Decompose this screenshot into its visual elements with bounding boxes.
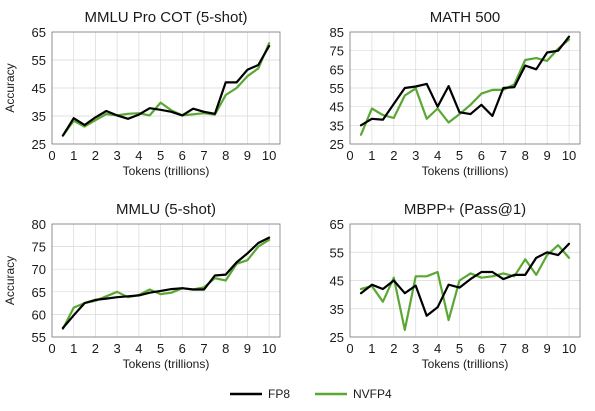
x-tick-label: 10 bbox=[562, 341, 576, 356]
x-tick-label: 5 bbox=[157, 148, 164, 163]
series-line-fp8 bbox=[359, 242, 571, 317]
y-tick-label: 35 bbox=[32, 109, 46, 124]
y-tick-label: 55 bbox=[330, 81, 344, 96]
y-tick-label: 65 bbox=[32, 25, 46, 40]
x-tick-label: 8 bbox=[522, 148, 529, 163]
series-line-nvfp4 bbox=[359, 244, 571, 331]
legend: FP8 NVFP4 bbox=[230, 387, 392, 401]
x-tick-label: 0 bbox=[48, 148, 55, 163]
x-tick-label: 10 bbox=[262, 341, 276, 356]
x-tick-label: 0 bbox=[48, 341, 55, 356]
y-tick-label: 80 bbox=[32, 217, 46, 232]
x-tick-label: 8 bbox=[522, 341, 529, 356]
y-tick-label: 45 bbox=[330, 100, 344, 115]
y-tick-label: 35 bbox=[330, 118, 344, 133]
plot-area-frame bbox=[51, 223, 281, 338]
y-tick-label: 65 bbox=[32, 285, 46, 300]
x-tick-label: 5 bbox=[456, 341, 463, 356]
x-tick-label: 7 bbox=[500, 148, 507, 163]
x-tick-label: 0 bbox=[346, 341, 353, 356]
plot-area-frame bbox=[349, 31, 581, 145]
x-tick-label: 0 bbox=[346, 148, 353, 163]
x-tick-label: 5 bbox=[456, 148, 463, 163]
x-tick-label: 9 bbox=[244, 148, 251, 163]
x-tick-label: 4 bbox=[135, 148, 142, 163]
x-tick-label: 9 bbox=[544, 341, 551, 356]
y-tick-label: 60 bbox=[32, 307, 46, 322]
series-line-nvfp4 bbox=[359, 38, 571, 136]
chart-title: MATH 500 bbox=[430, 9, 501, 26]
y-tick-label: 25 bbox=[330, 330, 344, 345]
x-tick-label: 1 bbox=[368, 148, 375, 163]
x-axis-label: Tokens (trillions) bbox=[422, 357, 509, 371]
chart-title: MMLU (5-shot) bbox=[116, 201, 216, 218]
y-tick-label: 75 bbox=[32, 240, 46, 255]
x-tick-label: 8 bbox=[222, 341, 229, 356]
plot-area-frame bbox=[349, 223, 581, 338]
x-axis-label: Tokens (trillions) bbox=[422, 164, 509, 178]
y-tick-label: 55 bbox=[330, 245, 344, 260]
x-tick-label: 6 bbox=[478, 148, 485, 163]
y-tick-label: 55 bbox=[32, 330, 46, 345]
x-tick-label: 10 bbox=[562, 148, 576, 163]
plot-area-frame bbox=[51, 31, 281, 145]
y-tick-label: 55 bbox=[32, 53, 46, 68]
x-tick-label: 7 bbox=[200, 148, 207, 163]
x-tick-label: 3 bbox=[412, 341, 419, 356]
y-tick-label: 45 bbox=[330, 274, 344, 289]
x-tick-label: 8 bbox=[222, 148, 229, 163]
y-axis-label: Accuracy bbox=[3, 63, 17, 112]
x-tick-label: 4 bbox=[434, 148, 441, 163]
x-tick-label: 9 bbox=[544, 148, 551, 163]
series-line-nvfp4 bbox=[61, 238, 271, 330]
x-tick-label: 1 bbox=[70, 341, 77, 356]
y-tick-label: 25 bbox=[32, 137, 46, 152]
chart-title: MMLU Pro COT (5-shot) bbox=[84, 9, 247, 26]
x-tick-label: 1 bbox=[70, 148, 77, 163]
x-tick-label: 1 bbox=[368, 341, 375, 356]
y-tick-label: 85 bbox=[330, 25, 344, 40]
legend-label-nvfp4: NVFP4 bbox=[353, 387, 392, 401]
y-axis-label: Accuracy bbox=[3, 256, 17, 305]
x-tick-label: 5 bbox=[157, 341, 164, 356]
y-tick-label: 35 bbox=[330, 302, 344, 317]
x-tick-label: 2 bbox=[92, 148, 99, 163]
y-tick-label: 25 bbox=[330, 137, 344, 152]
x-tick-label: 2 bbox=[92, 341, 99, 356]
y-tick-label: 75 bbox=[330, 44, 344, 59]
y-tick-label: 65 bbox=[330, 62, 344, 77]
x-tick-label: 6 bbox=[478, 341, 485, 356]
x-tick-label: 2 bbox=[390, 148, 397, 163]
chart-title: MBPP+ (Pass@1) bbox=[404, 201, 526, 218]
x-tick-label: 3 bbox=[114, 341, 121, 356]
x-tick-label: 9 bbox=[244, 341, 251, 356]
chart-panel-3: 0 1 2 3 4 5 6 7 8 9 10 55 60 65 70 75 80 MMLU (5-shot) Tok… bbox=[3, 201, 281, 371]
x-axis-label: Tokens (trillions) bbox=[123, 357, 210, 371]
y-tick-label: 45 bbox=[32, 81, 46, 96]
x-tick-label: 6 bbox=[179, 341, 186, 356]
series-line-fp8 bbox=[61, 236, 271, 330]
x-tick-label: 3 bbox=[114, 148, 121, 163]
x-tick-label: 6 bbox=[179, 148, 186, 163]
x-tick-label: 7 bbox=[500, 341, 507, 356]
series-line-nvfp4 bbox=[61, 42, 271, 137]
series-line-fp8 bbox=[359, 35, 571, 127]
x-tick-label: 3 bbox=[412, 148, 419, 163]
legend-label-fp8: FP8 bbox=[268, 387, 290, 401]
y-tick-label: 70 bbox=[32, 262, 46, 277]
series-line-fp8 bbox=[61, 44, 271, 137]
x-tick-label: 2 bbox=[390, 341, 397, 356]
x-axis-label: Tokens (trillions) bbox=[123, 164, 210, 178]
x-tick-label: 4 bbox=[135, 341, 142, 356]
x-tick-label: 4 bbox=[434, 341, 441, 356]
y-tick-label: 65 bbox=[330, 217, 344, 232]
x-tick-label: 7 bbox=[200, 341, 207, 356]
x-tick-label: 10 bbox=[262, 148, 276, 163]
